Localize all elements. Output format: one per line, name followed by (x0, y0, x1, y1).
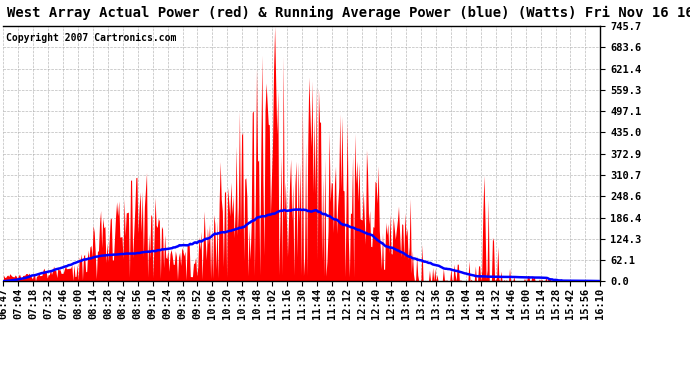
Text: Copyright 2007 Cartronics.com: Copyright 2007 Cartronics.com (6, 33, 177, 43)
Text: West Array Actual Power (red) & Running Average Power (blue) (Watts) Fri Nov 16 : West Array Actual Power (red) & Running … (7, 6, 690, 20)
